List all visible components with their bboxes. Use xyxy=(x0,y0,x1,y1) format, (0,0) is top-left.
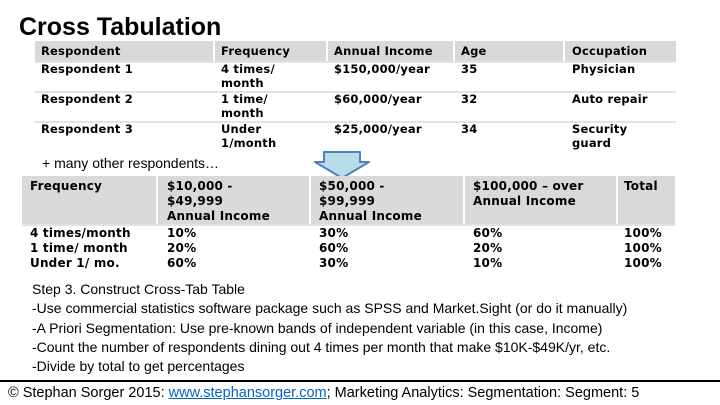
frequency-cell: 4 times/month xyxy=(30,226,131,240)
bullet-item: -A Priori Segmentation: Use pre-known ba… xyxy=(32,319,603,336)
header-income-band-3: $100,000 – over xyxy=(473,179,584,193)
header-total: Total xyxy=(624,179,658,193)
footer-divider xyxy=(0,380,720,382)
income-cell: $150,000/year xyxy=(334,62,430,76)
respondent-cell: Respondent 2 xyxy=(41,92,133,106)
table-row: 4 times/month 10% 30% 60% 100% xyxy=(22,226,675,241)
footer: © Stephan Sorger 2015: www.stephansorger… xyxy=(8,384,720,403)
frequency-cell: Under xyxy=(221,122,262,136)
respondent-cell: Respondent 3 xyxy=(41,122,133,136)
percent-cell: 20% xyxy=(167,241,197,255)
occupation-cell: Auto repair xyxy=(572,92,648,106)
slide-title: Cross Tabulation xyxy=(19,13,222,41)
age-cell: 35 xyxy=(461,62,478,76)
table-row: Respondent 2 1 time/ month $60,000/year … xyxy=(35,92,676,122)
footer-website-link[interactable]: www.stephansorger.com xyxy=(168,385,327,401)
table-row: Under 1/ mo. 60% 30% 10% 100% xyxy=(22,256,675,271)
percent-cell: 20% xyxy=(473,241,503,255)
header-occupation: Occupation xyxy=(572,44,648,58)
percent-cell: 30% xyxy=(319,256,349,270)
header-respondent: Respondent xyxy=(41,44,121,58)
age-cell: 34 xyxy=(461,122,478,136)
header-income-band-2: $50,000 - xyxy=(319,179,385,193)
percent-cell: 60% xyxy=(319,241,349,255)
bullet-item: -Count the number of respondents dining … xyxy=(32,338,611,355)
percent-cell: 10% xyxy=(473,256,503,270)
table-row: Respondent 3 Under 1/month $25,000/year … xyxy=(35,122,676,152)
step-description: Step 3. Construct Cross-Tab Table -Use c… xyxy=(32,280,717,376)
more-respondents-note: + many other respondents… xyxy=(42,155,220,171)
header-annual-income: Annual Income xyxy=(334,44,433,58)
down-arrow-icon xyxy=(314,151,370,179)
header-age: Age xyxy=(461,44,487,58)
frequency-cell: 1 time/ month xyxy=(30,241,128,255)
income-cell: $25,000/year xyxy=(334,122,422,136)
percent-cell: 10% xyxy=(167,226,197,240)
percent-cell: 30% xyxy=(319,226,349,240)
frequency-cell: 4 times/ xyxy=(221,62,275,76)
frequency-cell-line2: 1/month xyxy=(221,136,277,150)
header-frequency: Frequency xyxy=(221,44,291,58)
step-heading: Step 3. Construct Cross-Tab Table xyxy=(32,281,245,297)
frequency-cell: Under 1/ mo. xyxy=(30,256,120,270)
header-income-band-1-line3: Annual Income xyxy=(167,209,270,223)
header-income-band-1: $10,000 - xyxy=(167,179,233,193)
occupation-cell: Physician xyxy=(572,62,636,76)
percent-cell: 60% xyxy=(167,256,197,270)
occupation-cell-line2: guard xyxy=(572,136,612,150)
income-cell: $60,000/year xyxy=(334,92,422,106)
total-cell: 100% xyxy=(624,226,662,240)
header-income-band-1-line2: $49,999 xyxy=(167,194,224,208)
header-income-band-2-line3: Annual Income xyxy=(319,209,422,223)
bullet-item: -Divide by total to get percentages xyxy=(32,358,245,375)
frequency-cell: 1 time/ xyxy=(221,92,268,106)
respondent-table: Respondent Frequency Annual Income Age O… xyxy=(35,41,676,153)
frequency-cell-line2: month xyxy=(221,106,264,120)
cross-tab-table: Frequency $10,000 - $49,999 Annual Incom… xyxy=(22,176,675,273)
age-cell: 32 xyxy=(461,92,478,106)
total-cell: 100% xyxy=(624,241,662,255)
footer-course-info: ; Marketing Analytics: Segmentation: Seg… xyxy=(326,385,640,401)
respondent-cell: Respondent 1 xyxy=(41,62,133,76)
header-income-band-3-line2: Annual Income xyxy=(473,194,576,208)
footer-copyright: © Stephan Sorger 2015: xyxy=(8,385,169,401)
table-row: 1 time/ month 20% 60% 20% 100% xyxy=(22,241,675,256)
frequency-cell-line2: month xyxy=(221,76,264,90)
header-frequency: Frequency xyxy=(30,179,103,193)
total-cell: 100% xyxy=(624,256,662,270)
respondent-table-header xyxy=(35,41,676,61)
cross-tab-header xyxy=(22,176,675,224)
header-income-band-2-line2: $99,999 xyxy=(319,194,376,208)
occupation-cell: Security xyxy=(572,122,628,136)
bullet-item: -Use commercial statistics software pack… xyxy=(32,300,628,317)
table-row: Respondent 1 4 times/ month $150,000/yea… xyxy=(35,62,676,92)
percent-cell: 60% xyxy=(473,226,503,240)
